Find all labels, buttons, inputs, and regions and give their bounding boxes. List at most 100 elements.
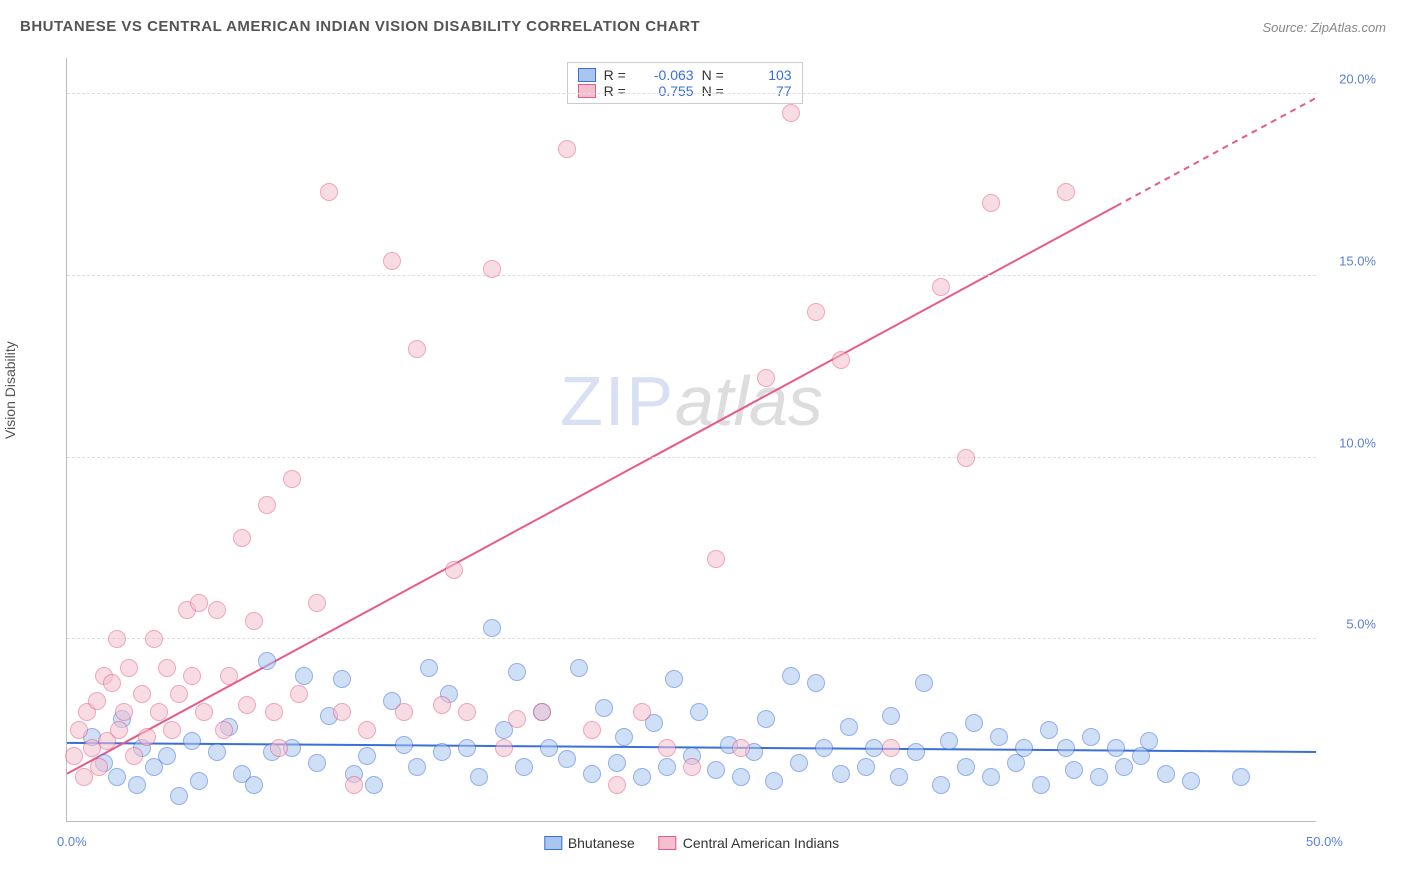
data-point — [365, 776, 383, 794]
data-point — [890, 768, 908, 786]
x-tick-label: 50.0% — [1306, 834, 1343, 849]
legend-item: Central American Indians — [659, 835, 839, 851]
stats-row: R = 0.755 N = 77 — [578, 83, 792, 99]
data-point — [757, 369, 775, 387]
data-point — [138, 728, 156, 746]
data-point — [245, 776, 263, 794]
data-point — [483, 619, 501, 637]
trend-line — [67, 206, 1116, 774]
data-point — [782, 667, 800, 685]
data-point — [558, 140, 576, 158]
data-point — [170, 685, 188, 703]
data-point — [395, 736, 413, 754]
data-point — [495, 739, 513, 757]
data-point — [183, 732, 201, 750]
data-point — [333, 670, 351, 688]
data-point — [358, 721, 376, 739]
data-point — [515, 758, 533, 776]
data-point — [857, 758, 875, 776]
watermark: ZIPatlas — [560, 361, 823, 441]
data-point — [320, 183, 338, 201]
data-point — [433, 743, 451, 761]
gridline-h — [67, 93, 1316, 94]
data-point — [308, 594, 326, 612]
chart-container: Vision Disability ZIPatlas R =-0.063N =1… — [20, 50, 1386, 872]
data-point — [158, 659, 176, 677]
data-point — [110, 721, 128, 739]
data-point — [932, 278, 950, 296]
data-point — [615, 728, 633, 746]
data-point — [458, 739, 476, 757]
data-point — [295, 667, 313, 685]
data-point — [445, 561, 463, 579]
data-point — [70, 721, 88, 739]
data-point — [1032, 776, 1050, 794]
data-point — [245, 612, 263, 630]
data-point — [383, 252, 401, 270]
stat-r-value: 0.755 — [638, 83, 694, 99]
stat-n-label: N = — [702, 83, 728, 99]
data-point — [108, 768, 126, 786]
data-point — [333, 703, 351, 721]
data-point — [470, 768, 488, 786]
data-point — [982, 768, 1000, 786]
data-point — [957, 449, 975, 467]
stat-n-value: 77 — [736, 83, 792, 99]
data-point — [120, 659, 138, 677]
data-point — [732, 739, 750, 757]
legend-item: Bhutanese — [544, 835, 635, 851]
y-axis-label: Vision Disability — [2, 341, 18, 439]
stat-r-label: R = — [604, 83, 630, 99]
data-point — [882, 739, 900, 757]
data-point — [1115, 758, 1133, 776]
data-point — [1140, 732, 1158, 750]
x-tick-label: 0.0% — [57, 834, 87, 849]
y-tick-label: 15.0% — [1339, 254, 1376, 269]
data-point — [583, 765, 601, 783]
data-point — [270, 739, 288, 757]
data-point — [608, 776, 626, 794]
data-point — [395, 703, 413, 721]
watermark-atlas: atlas — [675, 362, 823, 440]
data-point — [145, 630, 163, 648]
data-point — [150, 703, 168, 721]
data-point — [583, 721, 601, 739]
data-point — [125, 747, 143, 765]
data-point — [965, 714, 983, 732]
y-tick-label: 10.0% — [1339, 435, 1376, 450]
stats-legend: R =-0.063N =103R =0.755N =77 — [567, 62, 803, 104]
data-point — [1232, 768, 1250, 786]
plot-area: ZIPatlas R =-0.063N =103R =0.755N =77 Bh… — [66, 58, 1316, 822]
data-point — [208, 601, 226, 619]
data-point — [258, 652, 276, 670]
data-point — [1057, 739, 1075, 757]
data-point — [1157, 765, 1175, 783]
data-point — [1182, 772, 1200, 790]
data-point — [990, 728, 1008, 746]
data-point — [732, 768, 750, 786]
data-point — [707, 761, 725, 779]
data-point — [163, 721, 181, 739]
data-point — [88, 692, 106, 710]
data-point — [195, 703, 213, 721]
data-point — [832, 351, 850, 369]
legend-swatch — [578, 84, 596, 98]
stat-r-value: -0.063 — [638, 67, 694, 83]
data-point — [420, 659, 438, 677]
data-point — [765, 772, 783, 790]
data-point — [190, 594, 208, 612]
data-point — [540, 739, 558, 757]
data-point — [815, 739, 833, 757]
data-point — [508, 663, 526, 681]
data-point — [1090, 768, 1108, 786]
legend-label: Central American Indians — [683, 835, 839, 851]
data-point — [265, 703, 283, 721]
legend-swatch — [659, 836, 677, 850]
data-point — [757, 710, 775, 728]
y-tick-label: 5.0% — [1346, 617, 1376, 632]
data-point — [215, 721, 233, 739]
data-point — [65, 747, 83, 765]
data-point — [345, 776, 363, 794]
data-point — [283, 470, 301, 488]
data-point — [807, 303, 825, 321]
